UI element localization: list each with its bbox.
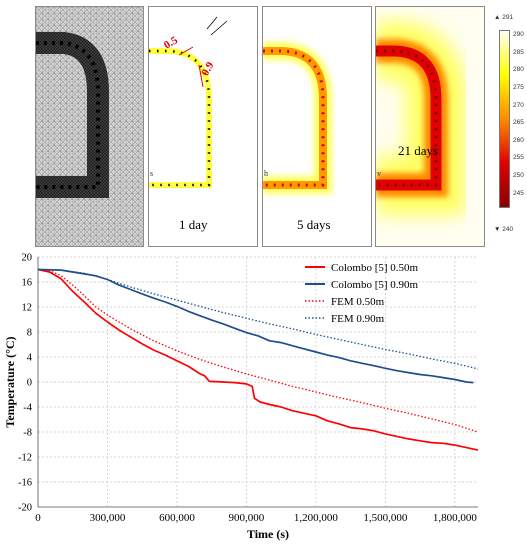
day-label-1: 1 day [179, 217, 208, 232]
x-tick-label: 0 [35, 512, 41, 524]
x-tick-label: 600,000 [159, 512, 195, 524]
colorbar-tick-label: 265 [513, 119, 524, 127]
field-image-5-days [263, 42, 332, 194]
legend-entry: Colombo [5] 0.50m [331, 262, 419, 274]
colorbar-tick-label: 245 [513, 189, 524, 197]
x-axis-label: Time (s) [247, 527, 289, 541]
x-tick-label: 1,200,000 [294, 512, 339, 524]
stub-label-left: s [150, 169, 154, 178]
series-line [37, 268, 474, 384]
colorbar-tick-label: 255 [513, 154, 524, 162]
colorbar-min-label: ▼ 240 [494, 226, 514, 233]
field-image-21-days [376, 7, 484, 246]
colorbar [499, 30, 510, 208]
colorbar-tick-label: 290 [513, 31, 524, 39]
y-tick-label: 12 [22, 303, 33, 314]
x-tick-label: 900,000 [229, 512, 265, 524]
y-tick-label: -4 [23, 403, 32, 414]
legend-entry: FEM 0.90m [331, 313, 385, 325]
x-tick-label: 300,000 [90, 512, 126, 524]
y-tick-label: 8 [27, 328, 32, 339]
series-line [37, 268, 479, 451]
field-panel-21-days: 21 days v [375, 6, 485, 247]
colorbar-tick-label: 280 [513, 66, 524, 74]
series-line [37, 268, 479, 370]
legend-entry: FEM 0.50m [331, 296, 385, 308]
y-tick-label: 4 [27, 353, 33, 364]
field-panel-5-days: 5 days h [262, 6, 372, 247]
y-tick-label: -12 [18, 453, 32, 464]
colorbar-tick-label: 260 [513, 136, 524, 144]
mesh-panel [35, 6, 144, 247]
legend-entry: Colombo [5] 0.90m [331, 279, 419, 291]
x-tick-label: 1,800,000 [433, 512, 478, 524]
y-tick-label: 0 [27, 378, 32, 389]
y-tick-label: -16 [18, 478, 32, 489]
colorbar-tick-label: 250 [513, 172, 524, 180]
colorbar-tick-label: 285 [513, 48, 524, 56]
colorbar-max-label: ▲ 291 [494, 14, 514, 21]
mesh-image [36, 7, 143, 246]
colorbar-tick-label: 270 [513, 101, 524, 109]
y-tick-label: 16 [22, 278, 33, 289]
field-image-1-day [149, 16, 228, 188]
field-panel-1-day: 1 day s 0.5 0.9 [148, 6, 258, 247]
colorbar-tick-label: 275 [513, 84, 524, 92]
day-label-21: 21 days [398, 143, 439, 158]
stub-label-mid: h [264, 169, 268, 178]
stub-label-right: v [377, 169, 381, 178]
y-tick-label: 20 [22, 253, 33, 264]
series-line [37, 268, 479, 433]
x-tick-label: 1,500,000 [363, 512, 408, 524]
y-tick-label: -20 [18, 503, 32, 514]
y-tick-label: -8 [23, 428, 32, 439]
day-label-5: 5 days [297, 217, 331, 232]
y-axis-label: Temperature (°C) [3, 336, 17, 427]
